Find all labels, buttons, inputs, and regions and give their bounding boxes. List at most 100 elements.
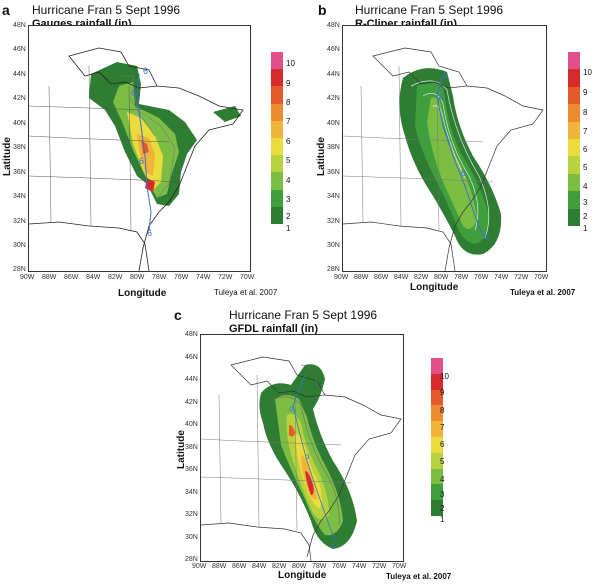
legend-label: 10 xyxy=(440,372,449,381)
lat-tick: 40N xyxy=(185,421,198,428)
lon-tick: 70W xyxy=(534,274,549,281)
legend-swatch xyxy=(431,358,443,374)
lat-tick: 38N xyxy=(327,144,340,151)
y-axis-label: Latitude xyxy=(2,137,13,176)
lat-tick: 42N xyxy=(185,399,198,406)
legend-bar xyxy=(431,358,443,516)
lat-tick: 28N xyxy=(13,266,26,273)
lon-tick: 74W xyxy=(352,563,367,570)
lon-tick: 76W xyxy=(474,274,489,281)
lat-tick: 40N xyxy=(327,120,340,127)
great-lakes xyxy=(372,47,468,89)
credit-text: Tuleya et al. 2007 xyxy=(510,288,576,297)
legend-label: 4 xyxy=(583,182,588,191)
lat-tick: 42N xyxy=(13,95,26,102)
lon-tick: 76W xyxy=(332,563,347,570)
legend-swatch xyxy=(431,421,443,437)
legend-label: 7 xyxy=(286,117,291,126)
legend-swatch xyxy=(271,189,283,207)
panel-letter: c xyxy=(174,307,182,323)
lon-tick: 80W xyxy=(434,274,449,281)
lat-tick: 44N xyxy=(13,71,26,78)
svg-text:6: 6 xyxy=(147,228,152,238)
legend-swatch xyxy=(431,452,443,469)
rain-swath-6in xyxy=(305,471,314,495)
lon-tick: 86W xyxy=(374,274,389,281)
rain-swath-4in xyxy=(137,134,155,176)
lon-tick: 72W xyxy=(372,563,387,570)
legend-label: 2 xyxy=(440,504,445,513)
lon-tick: 76W xyxy=(174,274,189,281)
lon-tick: 74W xyxy=(196,274,211,281)
lon-tick: 88W xyxy=(42,274,57,281)
legend-label: 1 xyxy=(440,515,445,524)
panel-letter: b xyxy=(318,2,327,18)
lon-tick: 88W xyxy=(354,274,369,281)
legend-swatch xyxy=(271,206,283,224)
lon-tick: 88W xyxy=(212,563,227,570)
lon-tick: 78W xyxy=(454,274,469,281)
great-lakes xyxy=(68,47,158,89)
legend-swatch xyxy=(271,120,283,138)
track-markers: o o o xyxy=(289,404,336,551)
legend-swatch xyxy=(431,373,443,390)
legend-label: 1 xyxy=(286,224,291,233)
contour-lines xyxy=(270,364,340,526)
legend-bar xyxy=(271,52,283,224)
legend-swatch xyxy=(568,138,580,157)
legend-label: 10 xyxy=(286,59,295,68)
legend-swatch xyxy=(568,69,580,87)
lon-tick: 84W xyxy=(86,274,101,281)
lat-tick: 28N xyxy=(185,556,198,563)
great-lakes xyxy=(230,356,326,398)
lat-tick: 36N xyxy=(185,466,198,473)
lat-tick: 34N xyxy=(327,193,340,200)
legend-swatch xyxy=(568,104,580,122)
legend-label: 3 xyxy=(583,198,588,207)
storm-track xyxy=(136,73,152,232)
credit-text: Tuleya et al. 2007 xyxy=(214,288,278,297)
lon-tick: 84W xyxy=(252,563,267,570)
storm-track xyxy=(292,374,336,542)
svg-text:o: o xyxy=(289,404,294,413)
lat-tick: 48N xyxy=(13,22,26,29)
rain-swath-3in xyxy=(427,97,477,229)
lat-tick: 44N xyxy=(185,376,198,383)
lat-tick: 42N xyxy=(327,95,340,102)
lat-tick: 38N xyxy=(13,144,26,151)
legend-label: 4 xyxy=(440,475,445,484)
legend-label: 3 xyxy=(440,490,445,499)
map-area: 6 6 6 6 xyxy=(28,25,251,272)
lon-tick: 90W xyxy=(20,274,35,281)
track-markers: 6 6 6 6 xyxy=(439,71,490,242)
lat-tick: 30N xyxy=(327,242,340,249)
legend-label: 5 xyxy=(583,163,588,172)
state-borders xyxy=(29,65,180,231)
lat-tick: 48N xyxy=(185,331,198,338)
legend-label: 10 xyxy=(583,68,592,77)
legend-swatch xyxy=(568,121,580,139)
x-axis-label: Longitude xyxy=(410,282,459,293)
lon-tick: 82W xyxy=(108,274,123,281)
credit-text: Tuleya et al. 2007 xyxy=(386,572,452,581)
lat-tick: 34N xyxy=(13,193,26,200)
map-graphic: o o o xyxy=(201,356,402,561)
lat-tick: 44N xyxy=(327,71,340,78)
lat-tick: 46N xyxy=(327,46,340,53)
map-graphic: 6 6 6 6 xyxy=(343,47,544,271)
lon-tick: 86W xyxy=(64,274,79,281)
legend-label: 5 xyxy=(440,457,445,466)
legend-label: 2 xyxy=(583,212,588,221)
legend-swatch xyxy=(431,436,443,453)
legend-label: 7 xyxy=(583,127,588,136)
track-markers: 6 6 6 6 xyxy=(131,66,152,238)
legend-swatch xyxy=(568,156,580,174)
x-axis-label: Longitude xyxy=(118,288,167,299)
lat-tick: 48N xyxy=(327,22,340,29)
rain-swath-7in xyxy=(213,106,241,122)
lat-tick: 46N xyxy=(185,354,198,361)
lon-tick: 84W xyxy=(394,274,409,281)
svg-text:6: 6 xyxy=(461,169,466,178)
lat-tick: 46N xyxy=(13,46,26,53)
legend-swatch xyxy=(431,389,443,406)
